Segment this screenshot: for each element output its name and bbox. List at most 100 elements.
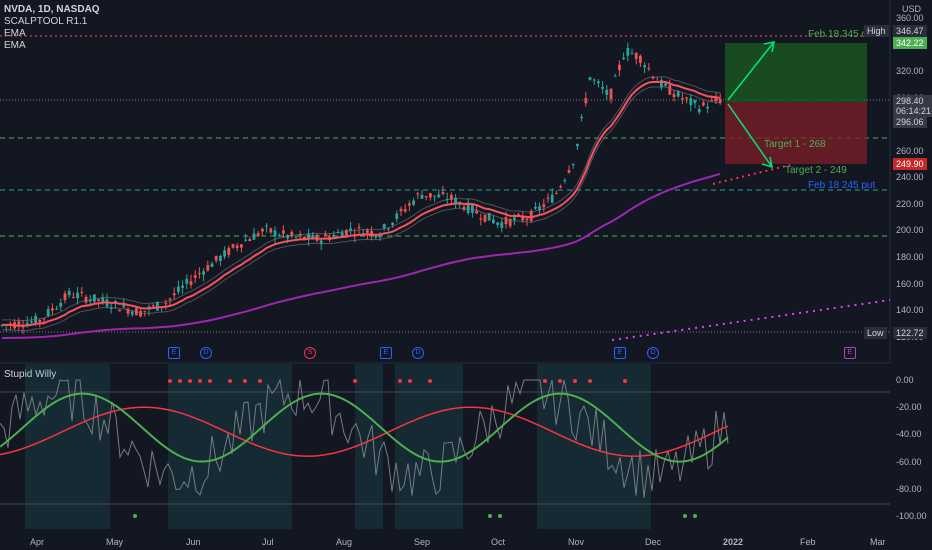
candle-body bbox=[307, 233, 310, 240]
candle-body bbox=[101, 297, 105, 302]
candle-body bbox=[235, 245, 239, 249]
event-earnings-2[interactable]: E bbox=[380, 347, 392, 359]
candle-body bbox=[714, 97, 718, 102]
candle-body bbox=[122, 304, 126, 308]
candle-body bbox=[277, 235, 281, 237]
candle-body bbox=[206, 265, 210, 271]
event-dividend-1[interactable]: D bbox=[200, 347, 212, 359]
last-price-tag: 298.40 06:14:21 bbox=[893, 95, 932, 117]
candle-body bbox=[429, 193, 432, 198]
candle-body bbox=[605, 89, 609, 95]
candle-body bbox=[525, 218, 529, 221]
price-chart[interactable] bbox=[0, 0, 932, 364]
osc-tick: 0.00 bbox=[896, 375, 914, 385]
candle-body bbox=[378, 235, 382, 238]
time-tick: Apr bbox=[30, 537, 45, 547]
candle-body bbox=[252, 233, 256, 240]
candle-body bbox=[450, 194, 453, 200]
candle-body bbox=[59, 302, 63, 307]
candle-body bbox=[601, 86, 604, 89]
osc-oversold-dot bbox=[683, 514, 687, 518]
candle-body bbox=[437, 194, 441, 198]
candle-body bbox=[332, 234, 336, 238]
event-dividend-2[interactable]: D bbox=[412, 347, 424, 359]
candle-body bbox=[424, 196, 428, 198]
candle-body bbox=[416, 193, 420, 195]
event-earnings-1[interactable]: E bbox=[168, 347, 180, 359]
arrow-down-head bbox=[761, 156, 773, 169]
time-tick: Nov bbox=[568, 537, 585, 547]
candle-body bbox=[563, 180, 567, 182]
candle-body bbox=[542, 204, 546, 208]
candle-body bbox=[151, 305, 155, 307]
candle-body bbox=[433, 195, 436, 197]
candles bbox=[0, 42, 722, 334]
trendline-lower bbox=[611, 299, 891, 341]
time-tick: Dec bbox=[645, 537, 662, 547]
ema-band-lower bbox=[1, 86, 721, 332]
osc-dots bbox=[133, 379, 697, 518]
symbol-title[interactable]: NVDA, 1D, NASDAQ bbox=[4, 4, 100, 15]
indicator-ema-2[interactable]: EMA bbox=[4, 40, 26, 51]
oscillator-title[interactable]: Stupid Willy bbox=[4, 369, 57, 380]
bar-countdown: 06:14:21 bbox=[896, 106, 932, 116]
osc-overbought-dot bbox=[623, 379, 627, 383]
candle-body bbox=[693, 100, 697, 104]
candle-body bbox=[290, 231, 294, 236]
price-tick: 220.00 bbox=[896, 199, 924, 209]
candle-body bbox=[177, 286, 180, 292]
candle-body bbox=[223, 250, 226, 257]
candle-body bbox=[479, 218, 483, 220]
event-dividend-3[interactable]: D bbox=[647, 347, 659, 359]
annotation-target2[interactable]: Target 2 - 249 bbox=[785, 165, 847, 176]
candle-body bbox=[639, 55, 642, 63]
price-tick: 320.00 bbox=[896, 66, 924, 76]
candle-body bbox=[261, 228, 264, 232]
candle-body bbox=[227, 247, 231, 255]
candle-body bbox=[256, 233, 260, 236]
candle-body bbox=[126, 308, 130, 314]
candle-body bbox=[118, 309, 121, 312]
loss-zone bbox=[725, 102, 867, 164]
candle-body bbox=[466, 202, 470, 214]
tag-296: 296.06 bbox=[893, 116, 927, 128]
osc-overbought-dot bbox=[543, 379, 547, 383]
candle-body bbox=[349, 228, 352, 231]
candle-body bbox=[391, 222, 394, 226]
event-earnings-3[interactable]: E bbox=[614, 347, 626, 359]
candle-body bbox=[592, 79, 596, 81]
candle-body bbox=[240, 244, 243, 248]
annotation-target1[interactable]: Target 1 - 268 bbox=[764, 139, 826, 150]
annotation-put[interactable]: Feb 18 245 put bbox=[808, 180, 876, 191]
event-earnings-4[interactable]: E bbox=[844, 347, 856, 359]
tag-249: 249.90 bbox=[893, 158, 927, 170]
indicator-ema-1[interactable]: EMA bbox=[4, 28, 26, 39]
candle-body bbox=[630, 53, 634, 55]
time-tick: Oct bbox=[491, 537, 506, 547]
event-split[interactable]: S bbox=[304, 347, 316, 359]
candle-body bbox=[689, 98, 693, 106]
oscillator-chart[interactable] bbox=[0, 364, 932, 532]
candle-body bbox=[303, 236, 306, 240]
indicator-scalptool[interactable]: SCALPTOOL R1.1 bbox=[4, 16, 88, 27]
candle-body bbox=[30, 321, 33, 323]
osc-main-line bbox=[0, 392, 729, 463]
candle-body bbox=[38, 319, 42, 323]
osc-overbought-dot bbox=[168, 379, 172, 383]
price-tick: 180.00 bbox=[896, 252, 924, 262]
low-value-tag: 122.72 bbox=[893, 327, 927, 339]
candle-body bbox=[567, 170, 571, 173]
candle-body bbox=[576, 143, 579, 146]
currency-label[interactable]: USD bbox=[902, 4, 922, 14]
candle-body bbox=[504, 217, 508, 225]
tag-342: 342.22 bbox=[893, 37, 927, 49]
candle-body bbox=[214, 255, 218, 261]
candle-body bbox=[34, 315, 37, 325]
candle-body bbox=[626, 48, 630, 56]
candle-body bbox=[676, 91, 680, 97]
annotation-call[interactable]: Feb 18 345 call bbox=[808, 29, 877, 40]
candle-body bbox=[500, 222, 504, 228]
chart-legend: NVDA, 1D, NASDAQ SCALPTOOL R1.1 EMA EMA bbox=[4, 4, 100, 52]
candle-body bbox=[420, 194, 424, 199]
time-tick: Jul bbox=[262, 537, 274, 547]
